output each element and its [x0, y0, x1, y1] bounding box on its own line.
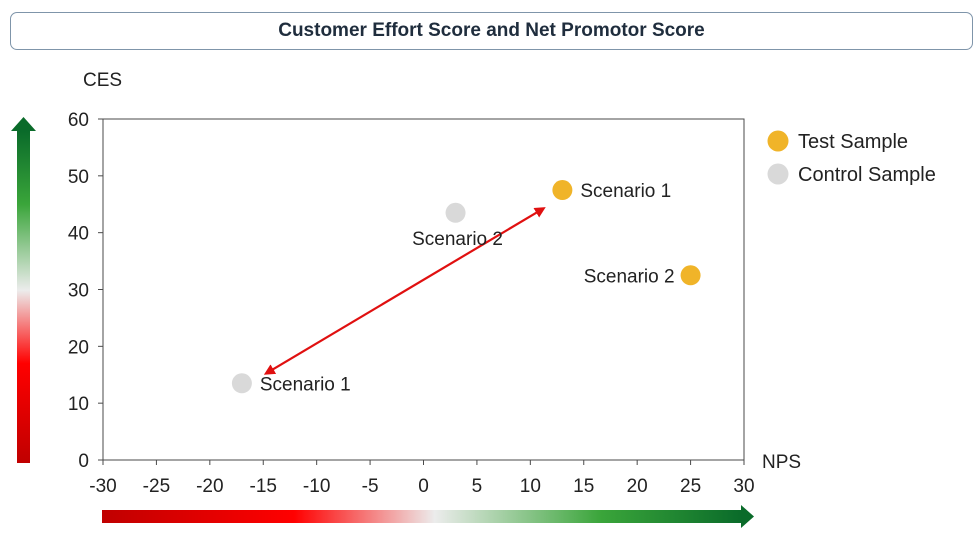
ces-gradient-arrow [11, 117, 36, 463]
x-tick-label: -10 [303, 476, 330, 497]
legend-entry: Control Sample [798, 164, 936, 186]
x-tick-label: 0 [418, 476, 429, 497]
point-label: Scenario 1 [580, 181, 671, 202]
y-tick-label: 30 [68, 281, 89, 302]
y-axis: 0 10 20 30 40 50 60 [68, 110, 103, 472]
x-tick-label: -25 [143, 476, 170, 497]
y-tick-label: 50 [68, 167, 89, 188]
y-axis-label: CES [83, 70, 122, 91]
legend: Test Sample Control Sample [767, 130, 936, 186]
comparison-arrow [263, 207, 546, 375]
plot-area [102, 118, 745, 461]
y-tick-label: 10 [68, 394, 89, 415]
test-sample-point [680, 265, 701, 286]
x-tick-label: 30 [733, 476, 754, 497]
y-tick-label: 60 [68, 110, 89, 131]
point-label: Scenario 2 [412, 229, 503, 250]
data-points: Scenario 1 Scenario 2 Scenario 1 Scenario 2 [231, 180, 701, 395]
x-tick-label: 5 [472, 476, 483, 497]
x-axis: -30 -25 -20 -15 -10 -5 0 5 10 15 20 25 30 [89, 460, 755, 497]
nps-gradient-arrow [102, 505, 754, 528]
legend-entry: Test Sample [798, 131, 908, 153]
chart-title: Customer Effort Score and Net Promotor S… [10, 12, 973, 50]
test-sample-point [552, 180, 573, 201]
x-tick-label: 20 [627, 476, 648, 497]
x-tick-label: 25 [680, 476, 701, 497]
y-tick-label: 20 [68, 337, 89, 358]
point-label: Scenario 2 [584, 266, 675, 287]
legend-marker [767, 163, 789, 185]
x-tick-label: -30 [89, 476, 116, 497]
y-tick-label: 40 [68, 224, 89, 245]
x-tick-label: -15 [250, 476, 277, 497]
y-tick-label: 0 [78, 451, 89, 472]
x-tick-label: -20 [196, 476, 223, 497]
control-sample-point [445, 202, 466, 223]
x-axis-label: NPS [762, 452, 801, 473]
x-tick-label: 15 [573, 476, 594, 497]
control-sample-point [231, 373, 252, 394]
x-tick-label: -5 [362, 476, 379, 497]
legend-marker [767, 130, 789, 152]
point-label: Scenario 1 [260, 374, 351, 395]
x-tick-label: 10 [520, 476, 541, 497]
